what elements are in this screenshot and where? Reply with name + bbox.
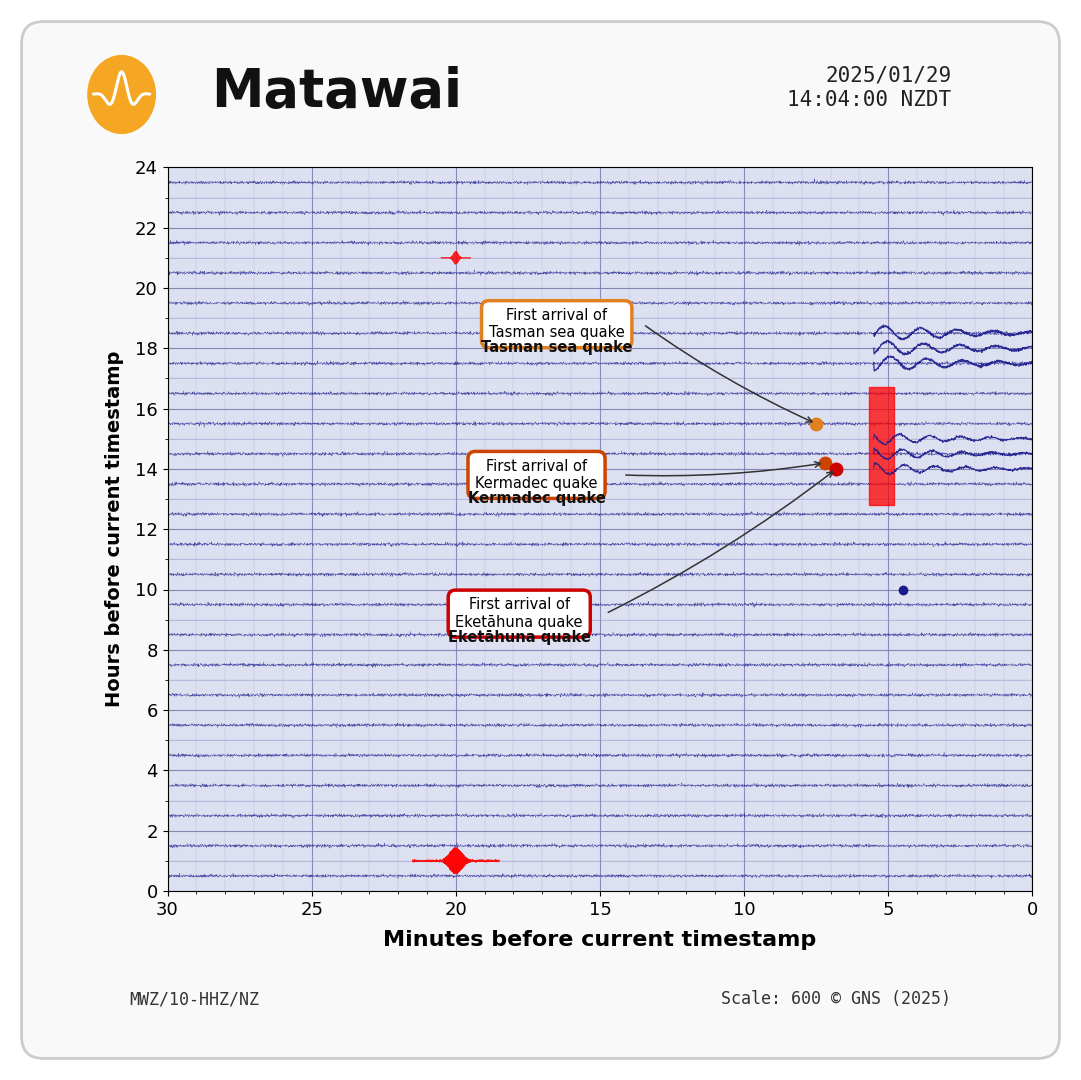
Bar <box>869 388 894 505</box>
Text: Kermadec quake: Kermadec quake <box>468 491 605 505</box>
Text: First arrival of
Tasman sea quake: First arrival of Tasman sea quake <box>489 308 625 340</box>
Y-axis label: Hours before current timestamp: Hours before current timestamp <box>105 351 123 707</box>
Text: 2025/01/29: 2025/01/29 <box>825 66 951 85</box>
Text: First arrival of
Eketāhuna quake: First arrival of Eketāhuna quake <box>455 597 583 630</box>
Text: Eketāhuna quake: Eketāhuna quake <box>448 630 590 645</box>
X-axis label: Minutes before current timestamp: Minutes before current timestamp <box>384 930 816 949</box>
Text: 14:04:00 NZDT: 14:04:00 NZDT <box>787 91 951 110</box>
Text: First arrival of
Kermadec quake: First arrival of Kermadec quake <box>476 459 598 491</box>
Text: Tasman sea quake: Tasman sea quake <box>481 340 632 355</box>
Text: Matawai: Matawai <box>211 66 462 118</box>
Text: Scale: 600 © GNS (2025): Scale: 600 © GNS (2025) <box>721 990 951 1008</box>
Circle shape <box>88 55 156 133</box>
Text: MWZ/10-HHZ/NZ: MWZ/10-HHZ/NZ <box>130 990 259 1008</box>
